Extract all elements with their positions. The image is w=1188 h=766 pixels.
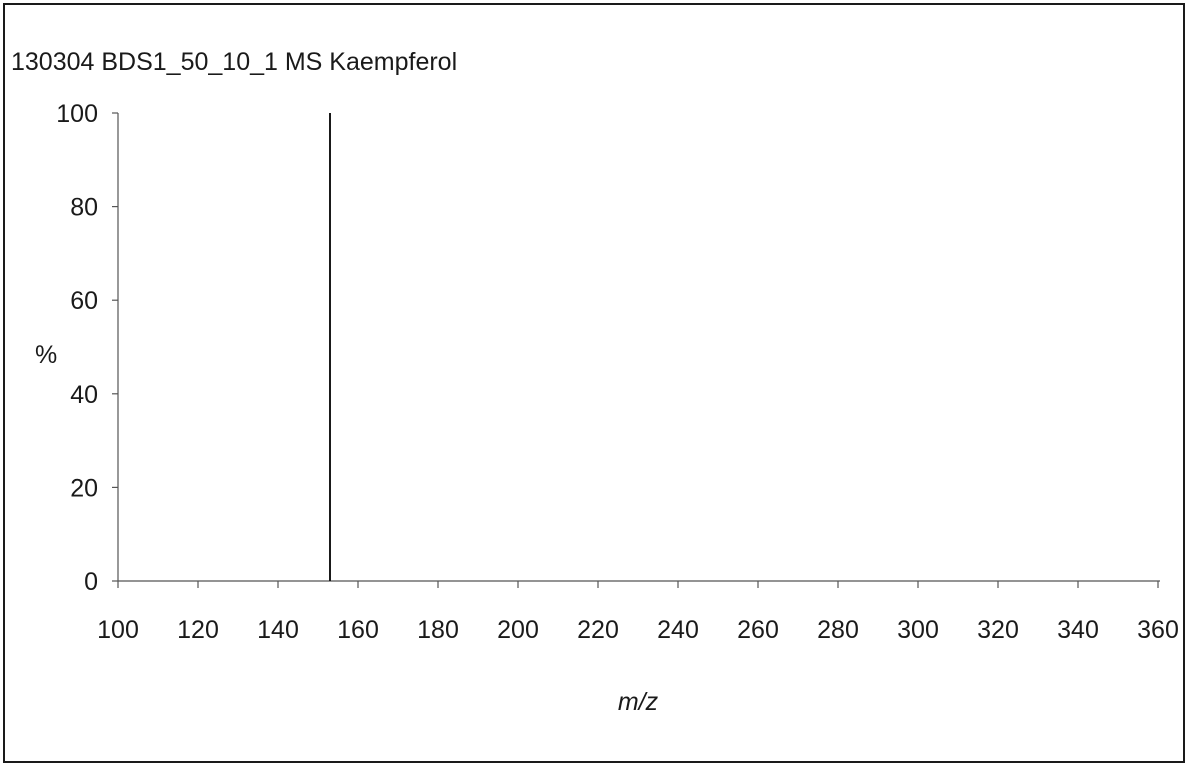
x-tick-label: 160 [337,616,379,644]
x-tick-label: 360 [1137,616,1179,644]
y-tick-label: 40 [70,381,98,409]
y-tick-label: 60 [70,287,98,315]
x-tick-label: 140 [257,616,299,644]
x-tick-label: 280 [817,616,859,644]
y-tick-label: 20 [70,474,98,502]
x-ticks-group: 100 120 140 160 180 200 220 240 260 280 300 320 340 3… [97,581,1179,644]
y-axis-label: % [35,341,57,369]
x-tick-label: 300 [897,616,939,644]
chart-title: 130304 BDS1_50_10_1 MS Kaempferol [11,48,457,76]
chart-frame: 130304 BDS1_50_10_1 MS Kaempferol % m/z … [3,3,1185,763]
y-tick-label: 100 [56,100,98,128]
x-axis-label: m/z [618,688,659,716]
y-ticks-group: 0 20 40 60 80 100 [56,100,118,596]
axes-group [117,113,1160,582]
x-tick-label: 260 [737,616,779,644]
x-tick-label: 200 [497,616,539,644]
y-tick-label: 80 [70,194,98,222]
x-tick-label: 240 [657,616,699,644]
x-tick-label: 320 [977,616,1019,644]
x-tick-label: 340 [1057,616,1099,644]
y-tick-label: 0 [84,568,98,596]
x-tick-label: 220 [577,616,619,644]
x-tick-label: 100 [97,616,139,644]
mass-spectrum-chart: 130304 BDS1_50_10_1 MS Kaempferol % m/z … [11,48,1179,716]
x-tick-label: 120 [177,616,219,644]
x-tick-label: 180 [417,616,459,644]
